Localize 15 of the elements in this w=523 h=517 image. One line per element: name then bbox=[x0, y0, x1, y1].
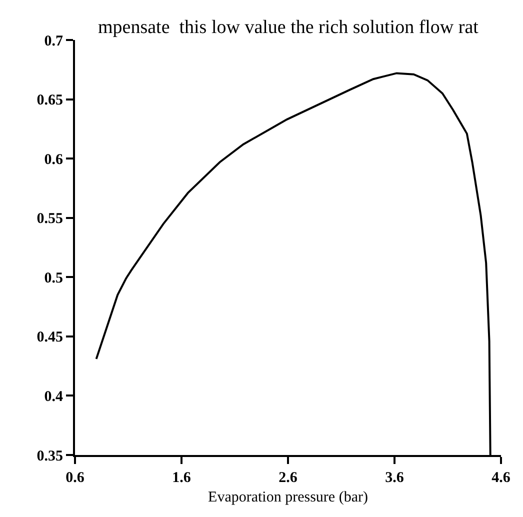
x-tick-label: 1.6 bbox=[172, 470, 192, 486]
x-tick-label: 3.6 bbox=[385, 470, 404, 486]
text: mpensate this low value the rich solution flow rat bbox=[98, 17, 480, 38]
y-tick-label: 0.4 bbox=[44, 388, 64, 405]
y-tick-label: 0.35 bbox=[36, 448, 63, 464]
y-tick-label: 0.6 bbox=[44, 152, 64, 168]
y-tick-label: 0.5 bbox=[44, 270, 63, 286]
y-tick-label: 0.65 bbox=[36, 92, 63, 109]
y-tick-label: 0.45 bbox=[36, 330, 63, 346]
x-axis-title: Evaporation pressure (bar) bbox=[208, 490, 368, 506]
x-tick-label: 2.6 bbox=[278, 470, 298, 486]
x-tick-label: 4.6 bbox=[492, 470, 511, 486]
y-tick-label: 0.7 bbox=[44, 33, 64, 50]
x-tick-label: 0.6 bbox=[66, 470, 85, 486]
y-tick-label: 0.55 bbox=[36, 211, 63, 228]
